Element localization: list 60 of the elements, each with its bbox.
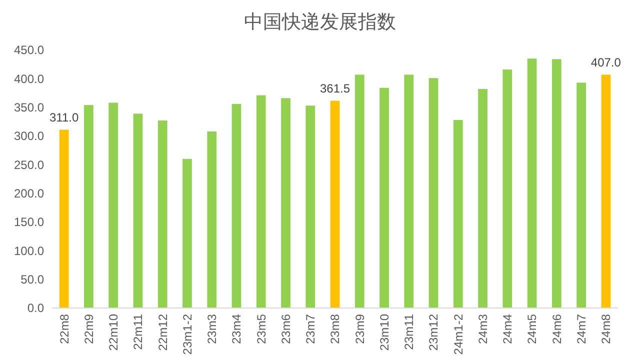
bar bbox=[404, 74, 414, 308]
bar bbox=[232, 104, 242, 308]
data-label: 361.5 bbox=[320, 82, 350, 96]
y-tick-label: 0.0 bbox=[27, 301, 44, 316]
x-tick-label: 23m7 bbox=[304, 314, 318, 344]
x-tick-label: 22m8 bbox=[57, 314, 72, 344]
bar bbox=[59, 130, 69, 308]
y-tick-label: 200.0 bbox=[14, 186, 44, 201]
x-tick-label: 23m8 bbox=[328, 314, 342, 344]
bar bbox=[354, 74, 364, 308]
x-tick-label: 23m12 bbox=[426, 314, 441, 351]
x-tick-label: 23m10 bbox=[377, 314, 392, 351]
bar bbox=[182, 158, 192, 308]
y-tick-label: 350.0 bbox=[14, 100, 44, 115]
x-tick-label: 22m10 bbox=[106, 314, 121, 351]
bar bbox=[552, 59, 562, 308]
x-tick-label: 24m5 bbox=[525, 314, 540, 344]
x-tick-label: 23m4 bbox=[230, 314, 244, 344]
bar bbox=[576, 82, 586, 308]
y-tick-label: 300.0 bbox=[14, 129, 44, 144]
bar bbox=[281, 98, 290, 308]
x-tick-label: 24m1-2 bbox=[451, 314, 466, 355]
x-tick-label: 23m6 bbox=[278, 314, 293, 344]
bar bbox=[306, 106, 316, 308]
bar bbox=[330, 100, 340, 308]
x-tick-label: 23m3 bbox=[205, 314, 220, 344]
x-tick-label: 24m3 bbox=[476, 314, 490, 344]
y-tick-label: 50.0 bbox=[20, 272, 44, 287]
bar bbox=[256, 95, 266, 308]
y-tick-label: 100.0 bbox=[14, 244, 44, 258]
x-tick-label: 24m6 bbox=[550, 314, 564, 344]
bar bbox=[207, 131, 217, 308]
bar bbox=[380, 88, 389, 308]
x-tick-label: 24m4 bbox=[500, 314, 515, 344]
x-tick-label: 23m11 bbox=[402, 314, 416, 350]
bar bbox=[527, 58, 537, 308]
bar bbox=[84, 105, 94, 308]
y-tick-label: 450.0 bbox=[14, 43, 44, 58]
x-tick-label: 23m5 bbox=[254, 314, 268, 344]
data-label: 407.0 bbox=[590, 56, 622, 70]
bar bbox=[453, 120, 463, 308]
bar bbox=[428, 78, 438, 308]
x-tick-label: 22m9 bbox=[82, 314, 96, 344]
y-tick-label: 400.0 bbox=[14, 72, 44, 86]
x-tick-label: 24m8 bbox=[599, 314, 614, 344]
bar bbox=[478, 88, 488, 308]
bar bbox=[601, 74, 611, 308]
data-label: 311.0 bbox=[50, 110, 79, 125]
x-tick-label: 22m11 bbox=[131, 314, 146, 350]
y-tick-label: 250.0 bbox=[14, 158, 44, 172]
x-tick-label: 23m1-2 bbox=[180, 314, 194, 355]
y-tick-label: 150.0 bbox=[14, 215, 44, 230]
bar bbox=[502, 69, 512, 308]
bar bbox=[158, 120, 168, 308]
bar bbox=[108, 102, 118, 308]
bar bbox=[133, 114, 143, 308]
chart-title: 中国快递发展指数 bbox=[244, 12, 396, 33]
x-tick-label: 23m9 bbox=[352, 314, 367, 344]
x-tick-label: 24m7 bbox=[574, 314, 588, 344]
x-tick-label: 22m12 bbox=[156, 314, 170, 351]
